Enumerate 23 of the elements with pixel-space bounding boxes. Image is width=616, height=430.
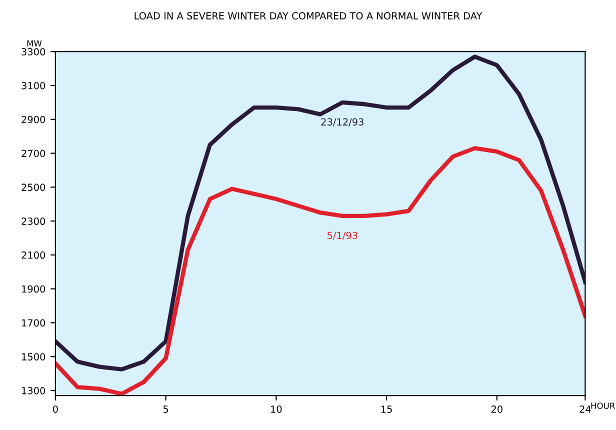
- x-axis-title: HOUR: [591, 402, 615, 409]
- x-tick-label: 15: [381, 406, 392, 413]
- y-tick-label: 1700: [22, 319, 46, 327]
- y-tick-label: 2900: [22, 116, 46, 124]
- x-tick-label: 10: [271, 405, 282, 413]
- y-tick-label: 3100: [22, 82, 46, 90]
- series-label: 23/12/93: [321, 118, 364, 126]
- y-tick-label: 3300: [22, 48, 46, 56]
- y-tick-label: 2500: [22, 184, 46, 191]
- series-label: 5/1/93: [327, 232, 358, 240]
- line-series: [55, 54, 586, 372]
- x-tick-label: 5: [163, 406, 168, 413]
- y-axis-title: MW: [27, 40, 42, 46]
- y-tick-label: 2100: [22, 251, 46, 259]
- x-tick-label: 20: [491, 405, 502, 413]
- y-tick-label: 1500: [22, 353, 46, 360]
- y-tick-label: 2300: [22, 218, 46, 225]
- chart-title: LOAD IN A SEVERE WINTER DAY COMPARED TO A NORMAL WINTER DAY: [134, 12, 482, 20]
- y-tick-label: 1900: [22, 285, 46, 293]
- y-tick-label: 2700: [22, 150, 46, 158]
- x-tick-label: 24: [580, 405, 591, 413]
- y-tick-label: 1300: [22, 386, 46, 394]
- x-tick-label: 0: [52, 405, 58, 413]
